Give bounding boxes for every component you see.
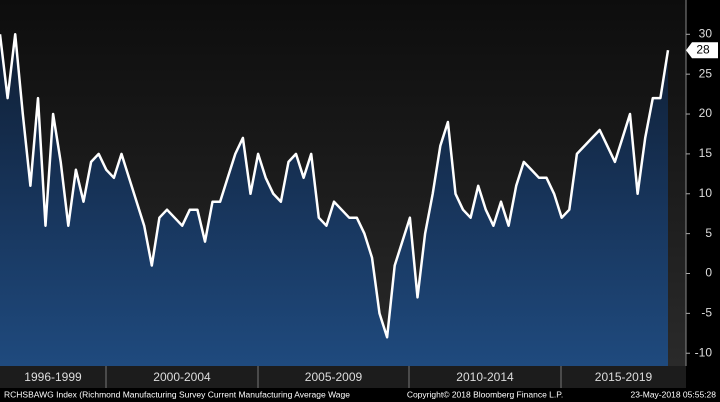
- last-value-box: [686, 42, 718, 59]
- x-tick-label: 2005-2009: [305, 370, 363, 384]
- y-tick-label: 20: [699, 106, 713, 120]
- y-tick-label: 15: [699, 146, 713, 160]
- x-tick-label: 2010-2014: [456, 370, 514, 384]
- last-value-label: 28: [696, 42, 710, 56]
- y-tick-label: 10: [699, 186, 713, 200]
- area: [0, 34, 668, 367]
- footer-left: RCHSBAWG Index (Richmond Manufacturing S…: [4, 389, 350, 399]
- y-tick-label: -10: [695, 345, 713, 359]
- y-tick-label: 5: [705, 226, 712, 240]
- footer-right: 23-May-2018 05:55:28: [630, 389, 716, 399]
- x-tick-label: 2015-2019: [595, 370, 653, 384]
- x-axis-band: [0, 366, 686, 388]
- line: [0, 33, 670, 339]
- footer-center: Copyright© 2018 Bloomberg Finance L.P.: [407, 389, 563, 399]
- x-tick-label: 1996-1999: [24, 370, 82, 384]
- y-axis-band: [686, 0, 720, 388]
- x-tick-label: 2000-2004: [153, 370, 211, 384]
- y-tick-label: 0: [705, 266, 712, 280]
- y-tick-label: 30: [699, 26, 713, 40]
- y-tick-label: -5: [701, 306, 712, 320]
- y-tick-label: 25: [699, 66, 713, 80]
